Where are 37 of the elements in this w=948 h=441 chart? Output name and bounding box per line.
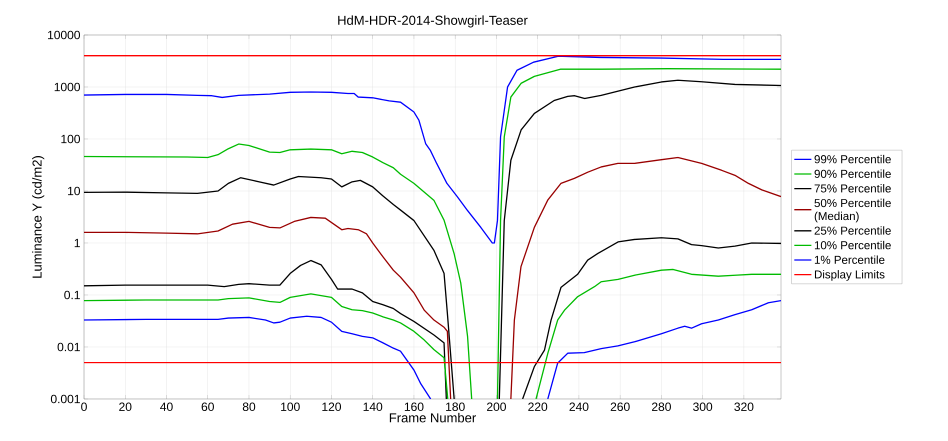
x-tick-label: 20	[119, 402, 132, 412]
legend-label: 99% Percentile	[814, 154, 891, 164]
legend-label: Display Limits	[814, 270, 885, 281]
x-tick-label: 80	[242, 402, 256, 412]
x-tick-label: 220	[528, 402, 548, 412]
y-tick-label: 0.001	[50, 394, 80, 404]
y-tick-label: 100	[61, 134, 80, 144]
x-tick-label: 300	[693, 402, 712, 412]
x-tick-label: 120	[322, 402, 342, 412]
x-tick-label: 160	[404, 402, 424, 412]
legend-label: 75% Percentile	[814, 184, 891, 193]
x-tick-label: 320	[734, 402, 754, 412]
x-tick-label: 40	[160, 402, 173, 412]
y-tick-label: 10	[68, 186, 80, 196]
y-tick-label: 0.01	[58, 342, 80, 352]
x-axis-title: Frame Number	[390, 412, 476, 422]
x-tick-label: 140	[364, 402, 382, 412]
x-tick-label: 60	[202, 402, 214, 412]
legend-label: 50% Percentile (Median)	[814, 198, 891, 222]
legend-label: 25% Percentile	[814, 226, 891, 235]
y-axis-title: Luminance Y (cd/m2)	[32, 156, 44, 278]
line-series	[84, 56, 781, 244]
y-tick-label: 1	[74, 238, 80, 248]
x-tick-label: 280	[652, 402, 671, 412]
legend-label: 90% Percentile	[814, 169, 891, 178]
x-tick-label: 240	[570, 402, 588, 412]
x-tick-label: 200	[487, 402, 506, 412]
x-tick-label: 100	[281, 402, 300, 412]
legend-label: 10% Percentile	[814, 240, 891, 250]
legend-label: 1% Percentile	[814, 255, 884, 264]
x-tick-label: 0	[81, 402, 87, 412]
x-tick-label: 260	[610, 402, 630, 412]
chart-title: HdM-HDR-2014-Showgirl-Teaser	[338, 15, 528, 28]
y-tick-label: 10000	[48, 30, 80, 40]
y-tick-label: 0.1	[64, 290, 80, 300]
y-tick-label: 1000	[54, 82, 80, 92]
x-tick-label: 180	[446, 402, 465, 412]
